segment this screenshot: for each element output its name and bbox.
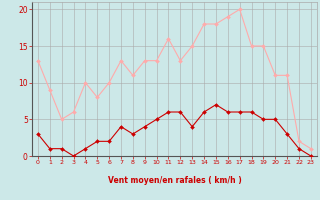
X-axis label: Vent moyen/en rafales ( km/h ): Vent moyen/en rafales ( km/h )	[108, 176, 241, 185]
